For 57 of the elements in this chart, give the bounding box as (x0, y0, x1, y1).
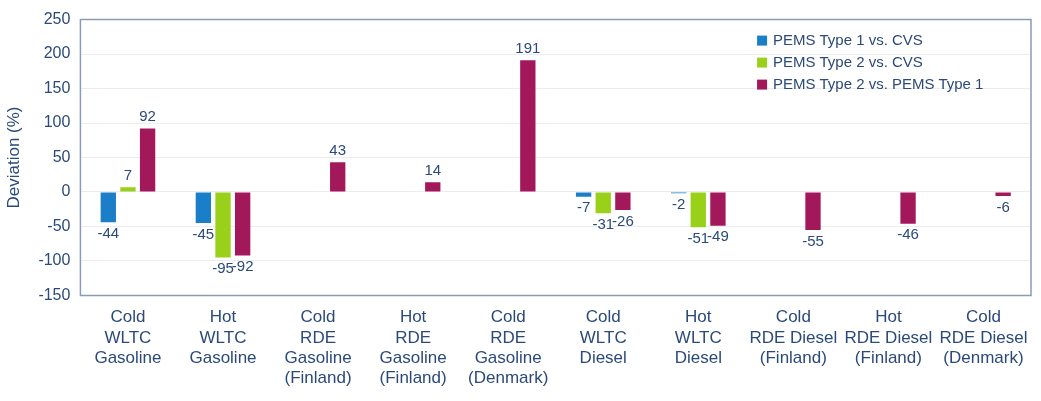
data-label: -46 (897, 225, 919, 243)
x-tick-label: Hot RDE Gasoline (Finland) (379, 307, 447, 388)
bar (995, 192, 1011, 197)
data-label: -31 (592, 214, 615, 232)
bar (330, 162, 346, 192)
y-tick-label: 50 (52, 147, 71, 165)
y-tick-label: -150 (38, 285, 71, 303)
y-tick-label: 0 (61, 182, 71, 200)
data-label: 43 (329, 140, 347, 158)
x-tick-label: Cold RDE Gasoline (Finland) (284, 307, 352, 388)
y-tick-label: 250 (43, 10, 71, 28)
legend-label: PEMS Type 2 vs. CVS (773, 52, 923, 70)
x-tick-label: Cold RDE Diesel (Denmark) (939, 307, 1028, 368)
x-tick-label: Cold WLTC Gasoline (94, 307, 162, 368)
data-label: -49 (707, 227, 729, 245)
data-label: -51 (687, 228, 710, 246)
y-tick-label: 150 (43, 78, 71, 96)
data-label: 14 (424, 160, 442, 178)
data-label: -2 (671, 194, 686, 212)
bar (710, 192, 726, 226)
x-tick-label: Cold RDE Gasoline (Denmark) (468, 307, 549, 388)
x-tick-label: Hot WLTC Gasoline (189, 307, 257, 368)
y-tick-label: 100 (43, 113, 71, 131)
bar (195, 192, 212, 223)
bar (100, 192, 116, 223)
x-tick-label: Hot RDE Diesel (Finland) (844, 307, 933, 368)
bar (520, 60, 536, 192)
bar (900, 192, 916, 224)
data-label: -45 (192, 224, 215, 242)
x-tick-label: Cold WLTC Diesel (579, 307, 627, 368)
y-tick-label: -50 (47, 216, 71, 234)
y-tick-label: 200 (43, 44, 71, 62)
data-label: -6 (996, 197, 1010, 215)
legend-label: PEMS Type 2 vs. PEMS Type 1 (773, 74, 984, 92)
x-tick-label: Hot WLTC Diesel (674, 307, 722, 368)
bar (425, 182, 441, 192)
y-axis-title: Deviation (%) (3, 106, 23, 209)
data-label: -7 (576, 198, 591, 216)
bar (615, 192, 631, 210)
bar (120, 187, 136, 192)
legend-label: PEMS Type 1 vs. CVS (773, 30, 923, 48)
bar (139, 128, 156, 192)
bar (575, 192, 592, 197)
data-label: -95 (212, 259, 234, 277)
bar (215, 192, 231, 258)
bar (690, 192, 706, 228)
bar (595, 192, 611, 214)
data-label: -55 (802, 231, 824, 249)
data-label: 92 (139, 107, 156, 125)
data-label: -26 (612, 211, 634, 229)
data-label: 191 (515, 38, 541, 56)
data-label: -44 (97, 223, 120, 241)
y-tick-label: -100 (38, 251, 71, 269)
x-tick-label: Cold RDE Diesel (Finland) (749, 307, 838, 368)
bar (805, 192, 821, 230)
bar (234, 192, 251, 256)
data-label: 7 (123, 165, 133, 183)
